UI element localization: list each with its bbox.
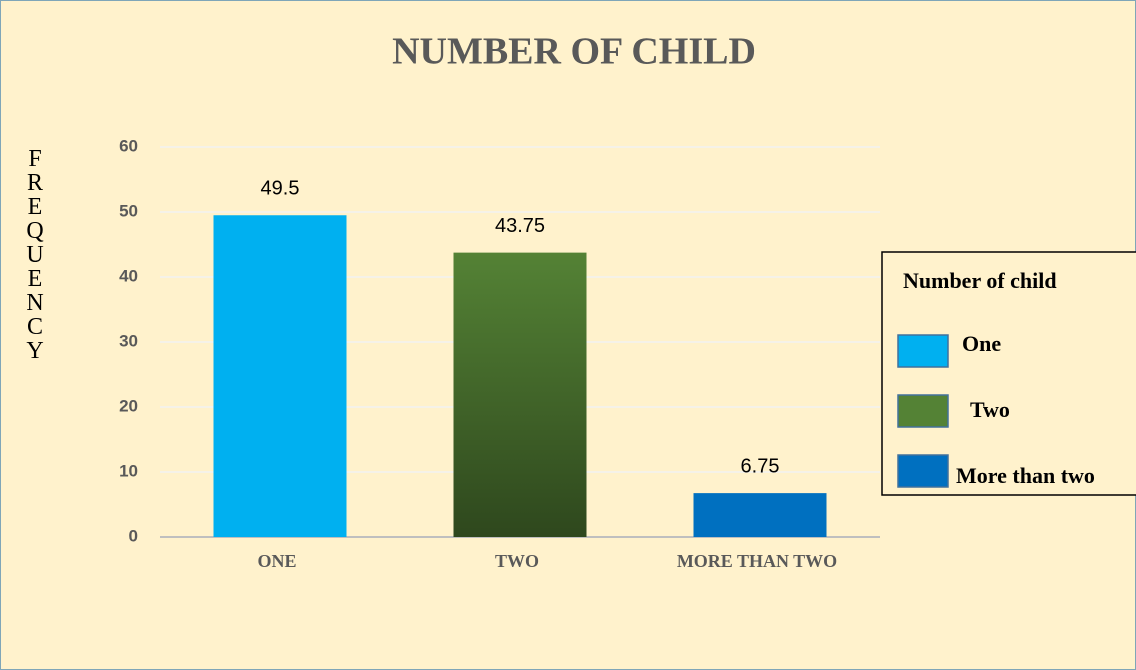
data-label: 49.5 [261, 178, 300, 200]
data-label: 43.75 [495, 215, 545, 237]
legend-label: More than two [956, 463, 1095, 488]
legend-swatch [897, 454, 949, 488]
chart-title: NUMBER OF CHILD [392, 31, 756, 73]
data-label: 6.75 [741, 455, 780, 477]
legend-label: One [962, 331, 1001, 356]
x-tick-label: MORE THAN TWO [677, 551, 837, 571]
legend-label: Two [970, 397, 1010, 422]
y-tick-label: 0 [129, 526, 138, 545]
y-tick-label: 60 [119, 136, 138, 155]
y-axis-label: FREQUENCY [22, 146, 48, 362]
bar [213, 215, 347, 537]
y-tick-label: 50 [119, 201, 138, 220]
bar-shade [453, 252, 587, 537]
legend-swatch [897, 334, 949, 368]
legend-title: Number of child [903, 268, 1057, 293]
x-tick-label: ONE [257, 551, 296, 571]
y-tick-label: 20 [119, 396, 138, 415]
y-tick-label: 40 [119, 266, 138, 285]
bar [693, 493, 827, 537]
y-tick-label: 10 [119, 461, 138, 480]
legend-swatch [897, 394, 949, 428]
x-tick-label: TWO [495, 551, 539, 571]
y-tick-label: 30 [119, 331, 138, 350]
